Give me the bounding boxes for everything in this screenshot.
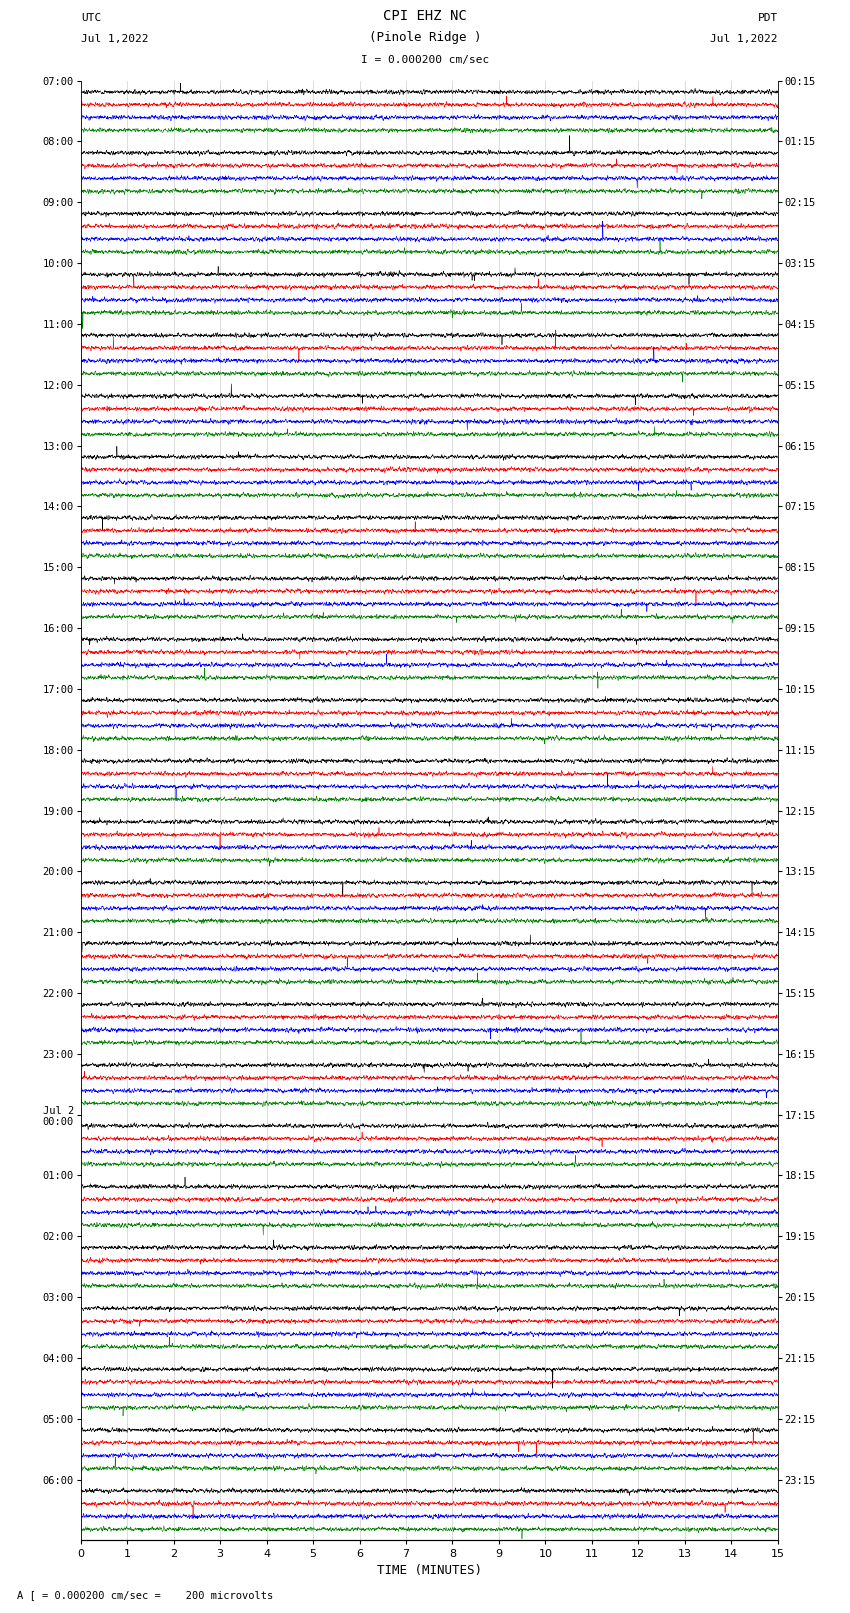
- Text: PDT: PDT: [757, 13, 778, 23]
- X-axis label: TIME (MINUTES): TIME (MINUTES): [377, 1563, 482, 1576]
- Text: (Pinole Ridge ): (Pinole Ridge ): [369, 31, 481, 44]
- Text: Jul 1,2022: Jul 1,2022: [81, 34, 148, 44]
- Text: UTC: UTC: [81, 13, 101, 23]
- Text: Jul 1,2022: Jul 1,2022: [711, 34, 778, 44]
- Text: CPI EHZ NC: CPI EHZ NC: [383, 8, 467, 23]
- Text: A [ = 0.000200 cm/sec =    200 microvolts: A [ = 0.000200 cm/sec = 200 microvolts: [17, 1590, 273, 1600]
- Text: I = 0.000200 cm/sec: I = 0.000200 cm/sec: [361, 55, 489, 65]
